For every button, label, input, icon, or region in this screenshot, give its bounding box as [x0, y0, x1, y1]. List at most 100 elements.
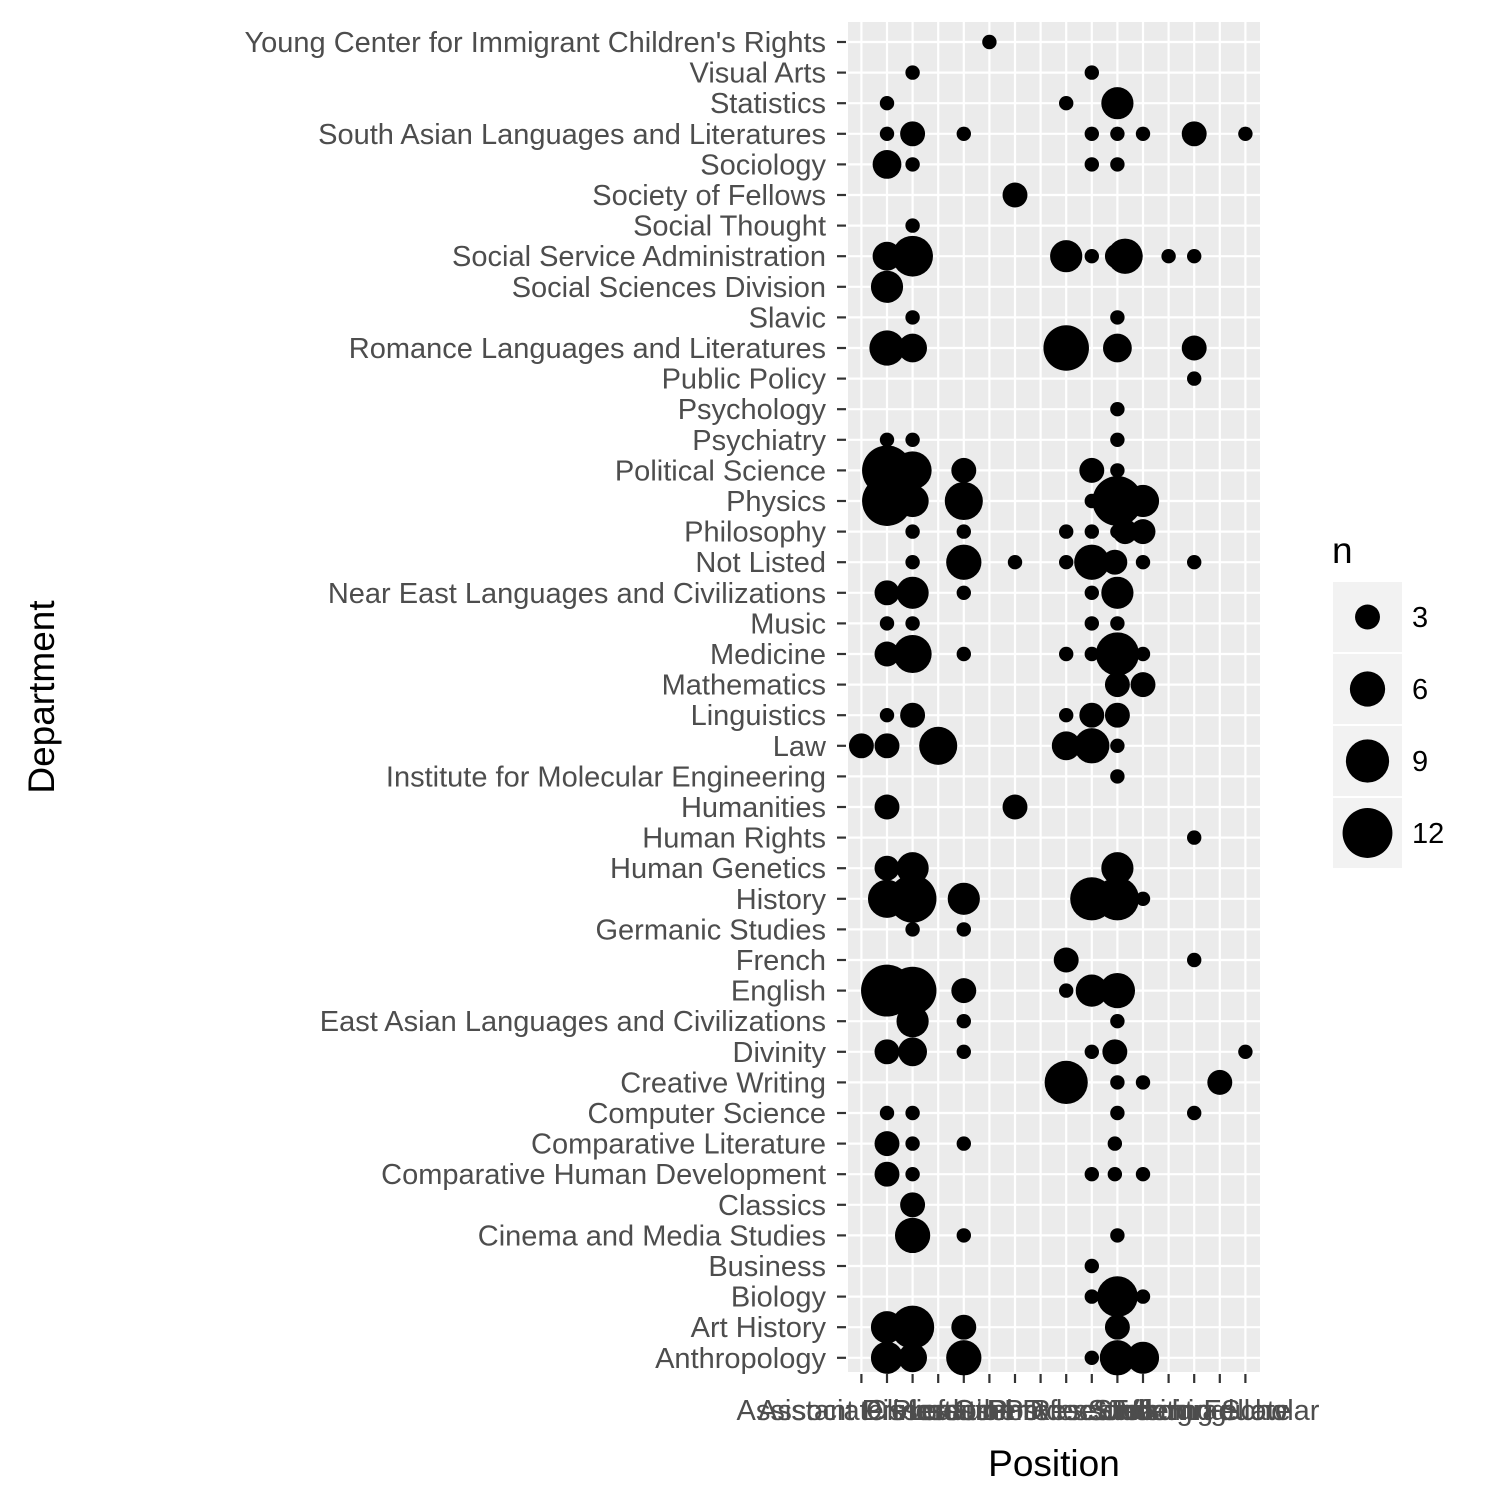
data-point [888, 874, 937, 923]
y-tick-label: Law [773, 731, 827, 763]
data-point [900, 121, 926, 147]
data-points [848, 34, 1253, 1376]
y-tick-label: East Asian Languages and Civilizations [320, 1006, 826, 1038]
data-point [1187, 249, 1202, 264]
data-point [1084, 249, 1100, 264]
y-tick-label: Biology [731, 1282, 827, 1314]
data-point [1079, 702, 1105, 728]
data-point [898, 333, 927, 363]
data-point [982, 34, 997, 50]
data-point [874, 580, 900, 606]
data-point [874, 733, 900, 759]
data-point [1101, 852, 1134, 885]
data-point [1053, 947, 1079, 973]
data-point [1059, 646, 1074, 662]
data-point [1110, 1105, 1125, 1121]
data-point [1007, 555, 1023, 570]
data-point [1107, 238, 1143, 274]
y-tick-label: Social Service Administration [452, 241, 826, 273]
data-point [893, 634, 932, 674]
y-tick-label: Not Listed [695, 547, 826, 579]
data-point [1130, 672, 1156, 698]
data-point [1161, 249, 1176, 264]
data-point [870, 1341, 904, 1374]
legend-key-label: 12 [1412, 818, 1444, 850]
data-point [1084, 616, 1100, 631]
data-point [1187, 371, 1202, 386]
data-point [1079, 457, 1105, 483]
data-point [1187, 1105, 1202, 1121]
y-tick-label: Physics [726, 486, 826, 518]
data-point [879, 616, 895, 631]
data-point [1207, 1069, 1233, 1095]
data-point [1084, 585, 1100, 600]
data-point [1130, 519, 1156, 545]
data-point [879, 1105, 895, 1121]
data-point [1095, 877, 1139, 921]
y-tick-label: Romance Languages and Literatures [349, 333, 826, 365]
data-point [956, 646, 971, 662]
data-point [1097, 1276, 1138, 1317]
data-point [1084, 646, 1100, 662]
data-point [1059, 708, 1074, 723]
data-point [1181, 121, 1207, 147]
data-point [874, 1131, 900, 1157]
x-tick-label: Other [953, 1395, 1026, 1427]
data-point [956, 126, 971, 141]
data-point [1002, 182, 1028, 208]
data-point [898, 1343, 927, 1373]
data-point [1110, 738, 1125, 753]
data-point [1110, 126, 1125, 141]
data-point [879, 708, 895, 723]
data-point [1084, 126, 1100, 141]
data-point [1059, 524, 1074, 539]
data-point [944, 481, 983, 521]
data-point [956, 585, 971, 600]
y-tick-label: Society of Fellows [592, 180, 826, 212]
data-point [1110, 1014, 1125, 1029]
data-point [905, 218, 920, 233]
data-point [1135, 1167, 1151, 1182]
data-point [1084, 1258, 1100, 1274]
x-tick-label: Professor [1004, 1395, 1128, 1427]
data-point [874, 855, 900, 881]
y-tick-label: Medicine [710, 639, 826, 671]
data-point [905, 1167, 920, 1182]
x-tick-label: Research [1030, 1395, 1154, 1427]
data-point [905, 555, 920, 570]
data-point [1135, 1289, 1151, 1304]
y-tick-label: Art History [691, 1312, 827, 1344]
legend-key-circle [1342, 808, 1393, 858]
data-point [1126, 1341, 1160, 1374]
data-point [1104, 1314, 1130, 1340]
data-point [1110, 769, 1125, 784]
data-point [1181, 335, 1207, 361]
data-point [1110, 402, 1125, 417]
x-tick-label: Student [1093, 1395, 1193, 1427]
data-point [872, 150, 902, 179]
y-tick-label: History [736, 884, 827, 916]
data-point [862, 476, 912, 526]
data-point [1110, 616, 1125, 631]
y-tick-label: Classics [718, 1190, 826, 1222]
data-point [1092, 476, 1143, 526]
data-point [1112, 519, 1138, 545]
x-tick-label: PhD [987, 1395, 1043, 1427]
legend-key-circle [1349, 671, 1386, 707]
y-tick-label: Computer Science [587, 1098, 826, 1130]
y-tick-label: Human Genetics [610, 853, 826, 885]
y-tick-label: Near East Languages and Civilizations [328, 578, 826, 610]
data-point [1084, 1044, 1100, 1060]
y-tick-label: Creative Writing [620, 1067, 826, 1099]
data-point [1059, 555, 1074, 570]
x-tick-label: Visiting Scholar [1120, 1395, 1320, 1427]
data-point [1126, 484, 1160, 518]
data-point [1110, 432, 1125, 447]
data-point [947, 882, 980, 915]
y-tick-label: South Asian Languages and Literatures [318, 119, 826, 151]
data-point [874, 641, 900, 667]
data-point [905, 524, 920, 539]
x-tick-label: Dissertation [862, 1395, 1015, 1427]
